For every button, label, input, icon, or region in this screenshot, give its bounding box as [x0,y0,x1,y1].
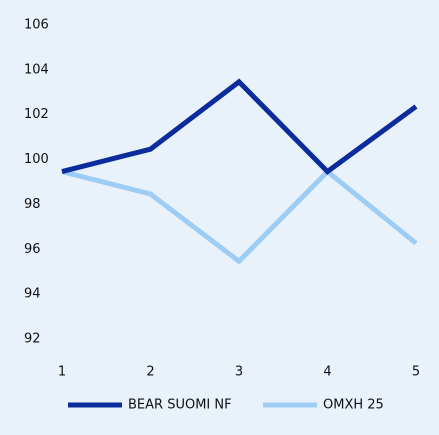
y-tick-label: 96 [24,242,41,257]
x-tick-label: 4 [323,365,331,380]
legend-label: BEAR SUOMI NF [128,398,232,413]
y-tick-label: 98 [24,197,41,212]
y-tick-label: 94 [24,287,41,302]
line-series [61,168,418,265]
line-series [61,78,418,175]
legend-label: OMXH 25 [323,398,384,413]
x-tick-label: 1 [58,365,66,380]
y-tick-label: 104 [24,62,49,77]
y-tick-label: 102 [24,107,49,122]
x-tick-label: 3 [235,365,243,380]
y-tick-label: 106 [24,18,49,33]
x-tick-label: 2 [146,365,154,380]
y-tick-label: 100 [24,152,49,167]
y-tick-label: 92 [24,332,41,347]
x-tick-label: 5 [412,365,420,380]
